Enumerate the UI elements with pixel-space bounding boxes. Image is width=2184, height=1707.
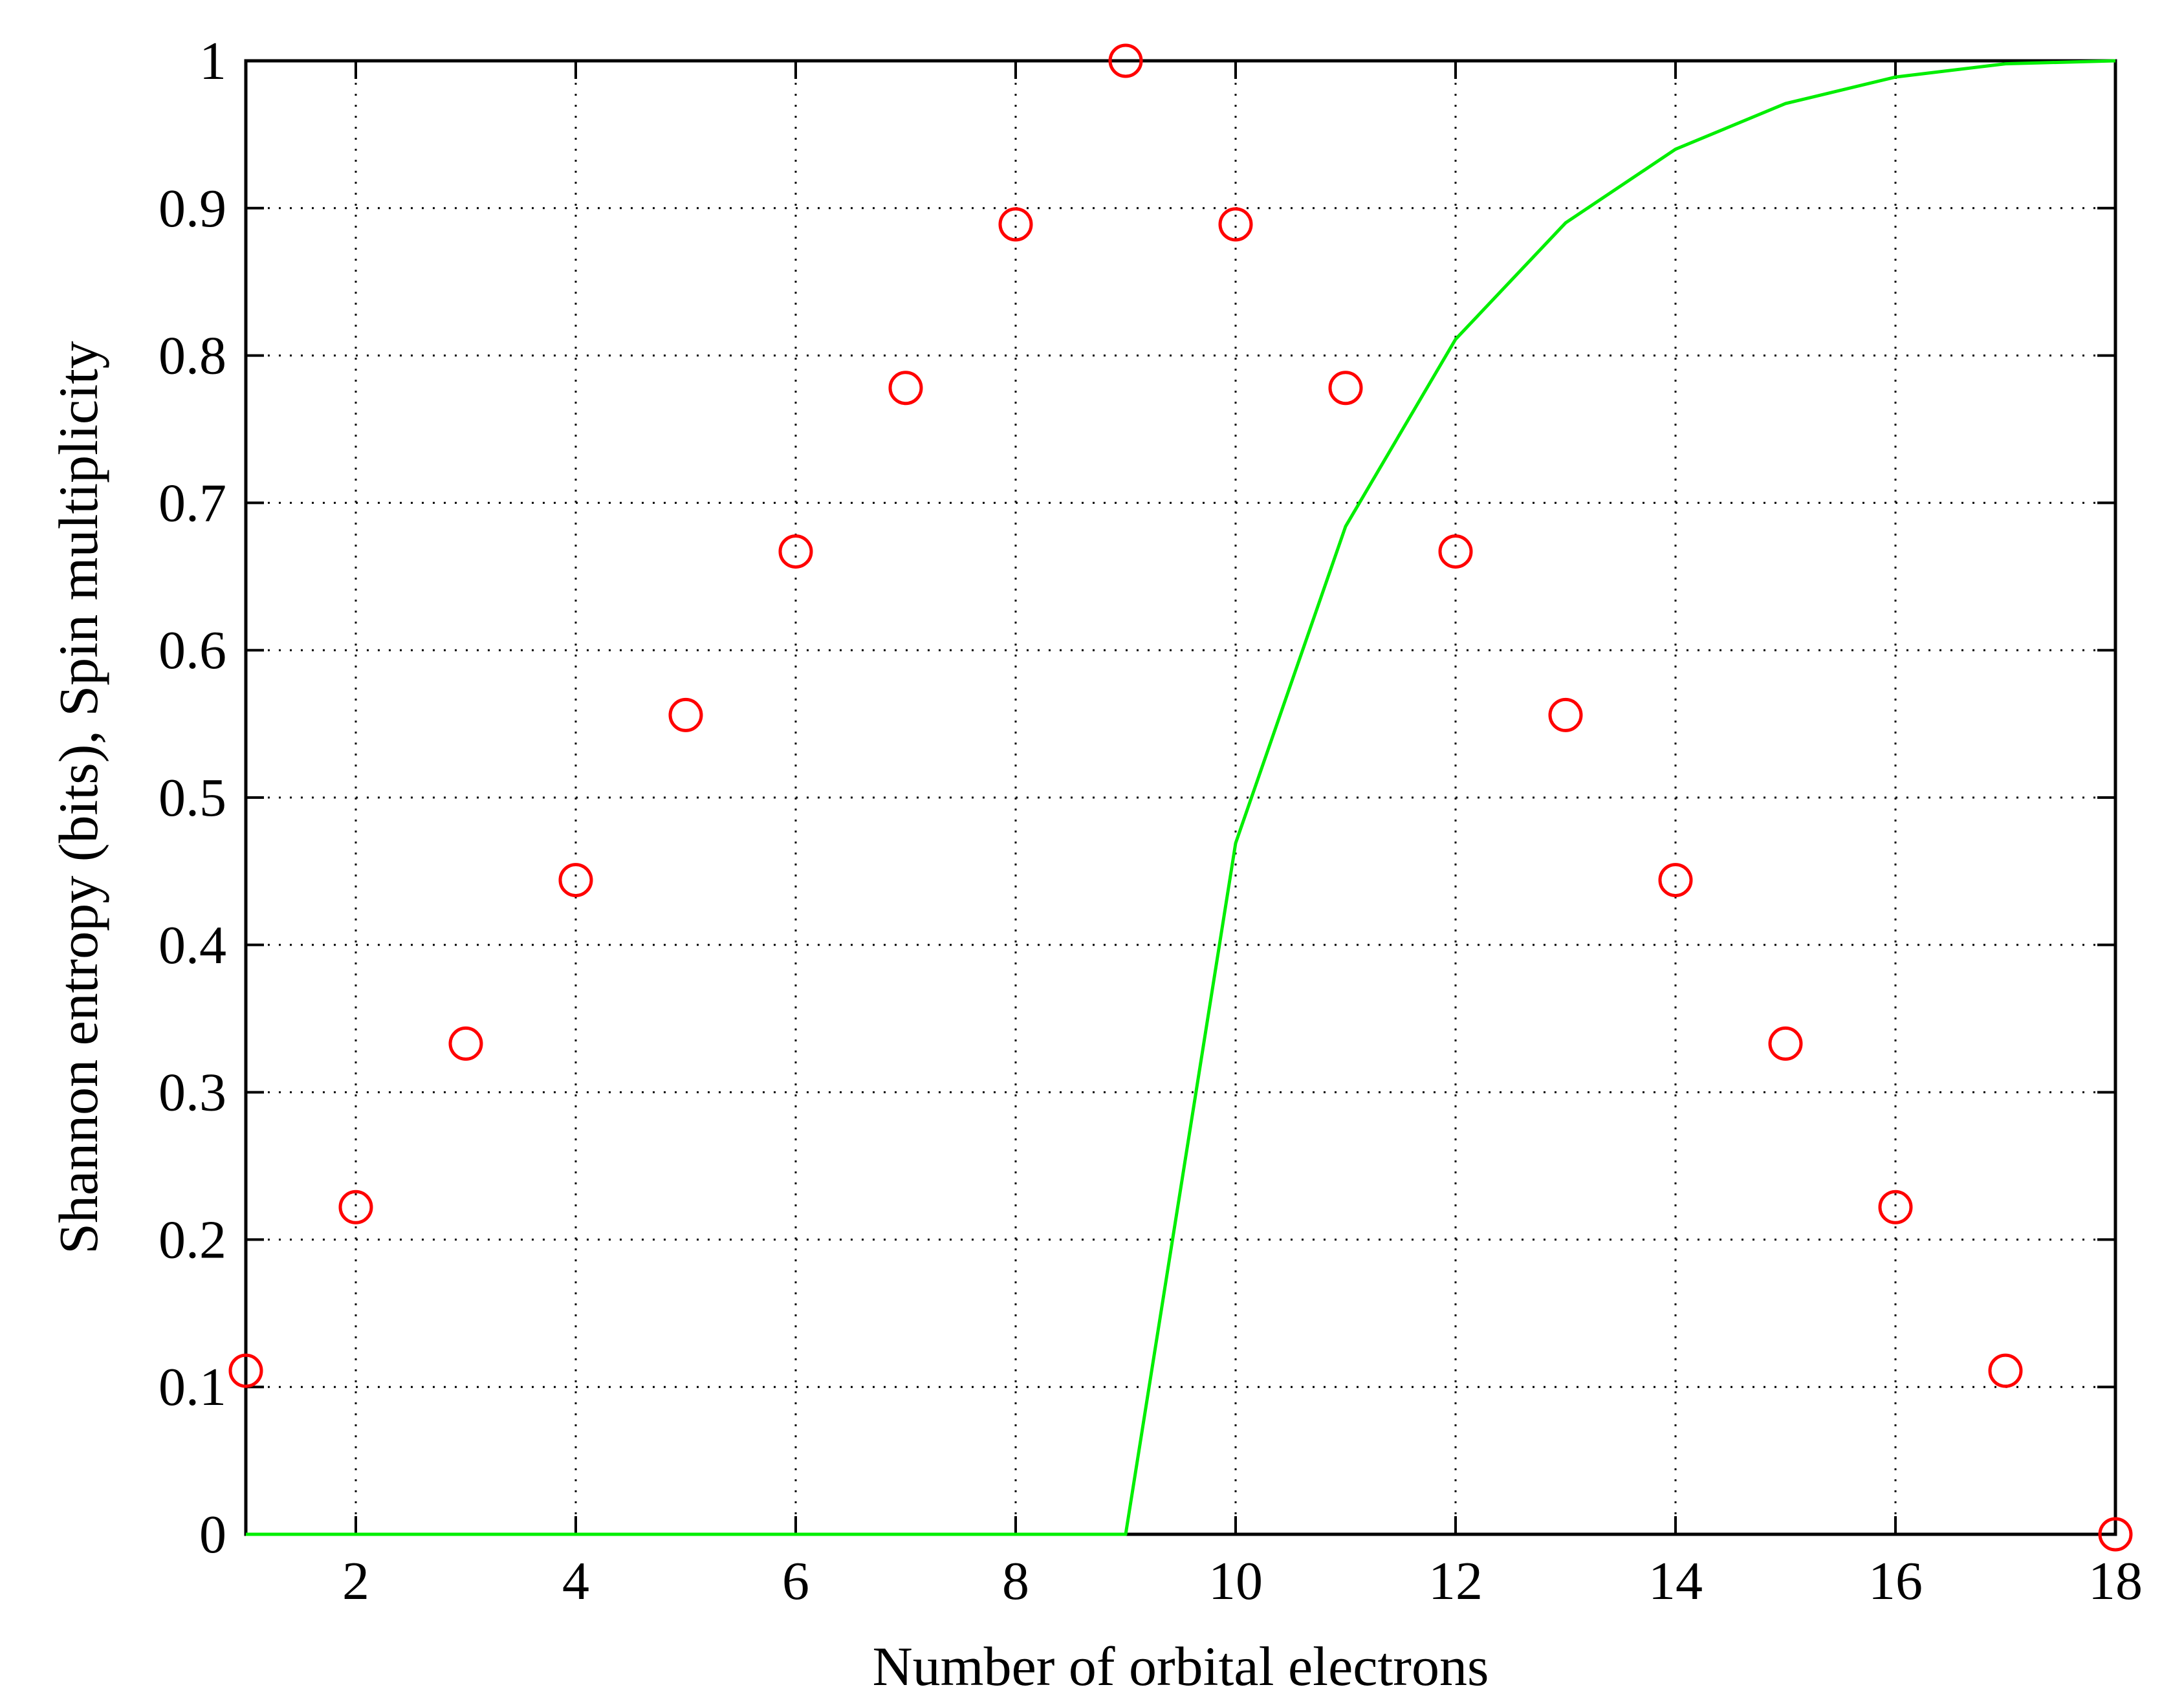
y-tick-label: 1: [199, 31, 226, 91]
y-tick-label: 0.2: [158, 1210, 226, 1270]
y-axis-label: Shannon entropy (bits), Spin multiplicit…: [47, 341, 109, 1254]
data-point: [338, 1190, 373, 1224]
x-axis-label: Number of orbital electrons: [873, 1635, 1489, 1697]
y-tick-label: 0: [199, 1505, 226, 1565]
x-tick-label: 2: [342, 1551, 369, 1611]
data-point: [1108, 43, 1143, 78]
data-point: [1548, 697, 1583, 732]
grid: [246, 61, 2115, 1534]
x-tick-label: 8: [1002, 1551, 1029, 1611]
y-tick-label: 0.9: [158, 179, 226, 239]
data-point: [1218, 207, 1253, 242]
y-tick-label: 0.8: [158, 326, 226, 386]
y-tick-label: 0.1: [158, 1357, 226, 1417]
x-tick-label: 18: [2088, 1551, 2143, 1611]
y-tick-label: 0.7: [158, 473, 226, 533]
y-tick-label: 0.6: [158, 620, 226, 680]
data-point: [1328, 371, 1363, 406]
x-tick-label: 14: [1648, 1551, 1703, 1611]
x-tick-label: 10: [1208, 1551, 1263, 1611]
data-point: [778, 534, 813, 569]
data-point: [2098, 1517, 2133, 1552]
data-point: [1878, 1190, 1913, 1224]
data-point: [228, 1353, 263, 1388]
y-tick-label: 0.3: [158, 1063, 226, 1123]
data-point: [888, 371, 923, 406]
x-tick-label: 12: [1428, 1551, 1483, 1611]
y-tick-label: 0.5: [158, 768, 226, 828]
y-tick-label: 0.4: [158, 915, 226, 975]
x-tick-label: 16: [1868, 1551, 1923, 1611]
series: [228, 43, 2133, 1552]
data-point: [1658, 863, 1693, 898]
data-point: [448, 1026, 483, 1061]
series-line: [246, 59, 2116, 1536]
data-point: [1988, 1353, 2023, 1388]
tick-labels: 2 4 6 8 10 12 14 16 18 0 0.1 0.2 0.3 0.4 0.5 0.6 0.7 0.8 0…: [158, 31, 2143, 1611]
data-point: [1438, 534, 1473, 569]
data-point: [558, 863, 593, 898]
data-point: [668, 697, 703, 732]
data-point: [1768, 1026, 1803, 1061]
x-tick-label: 6: [782, 1551, 809, 1611]
data-point: [998, 207, 1033, 242]
x-tick-label: 4: [562, 1551, 589, 1611]
